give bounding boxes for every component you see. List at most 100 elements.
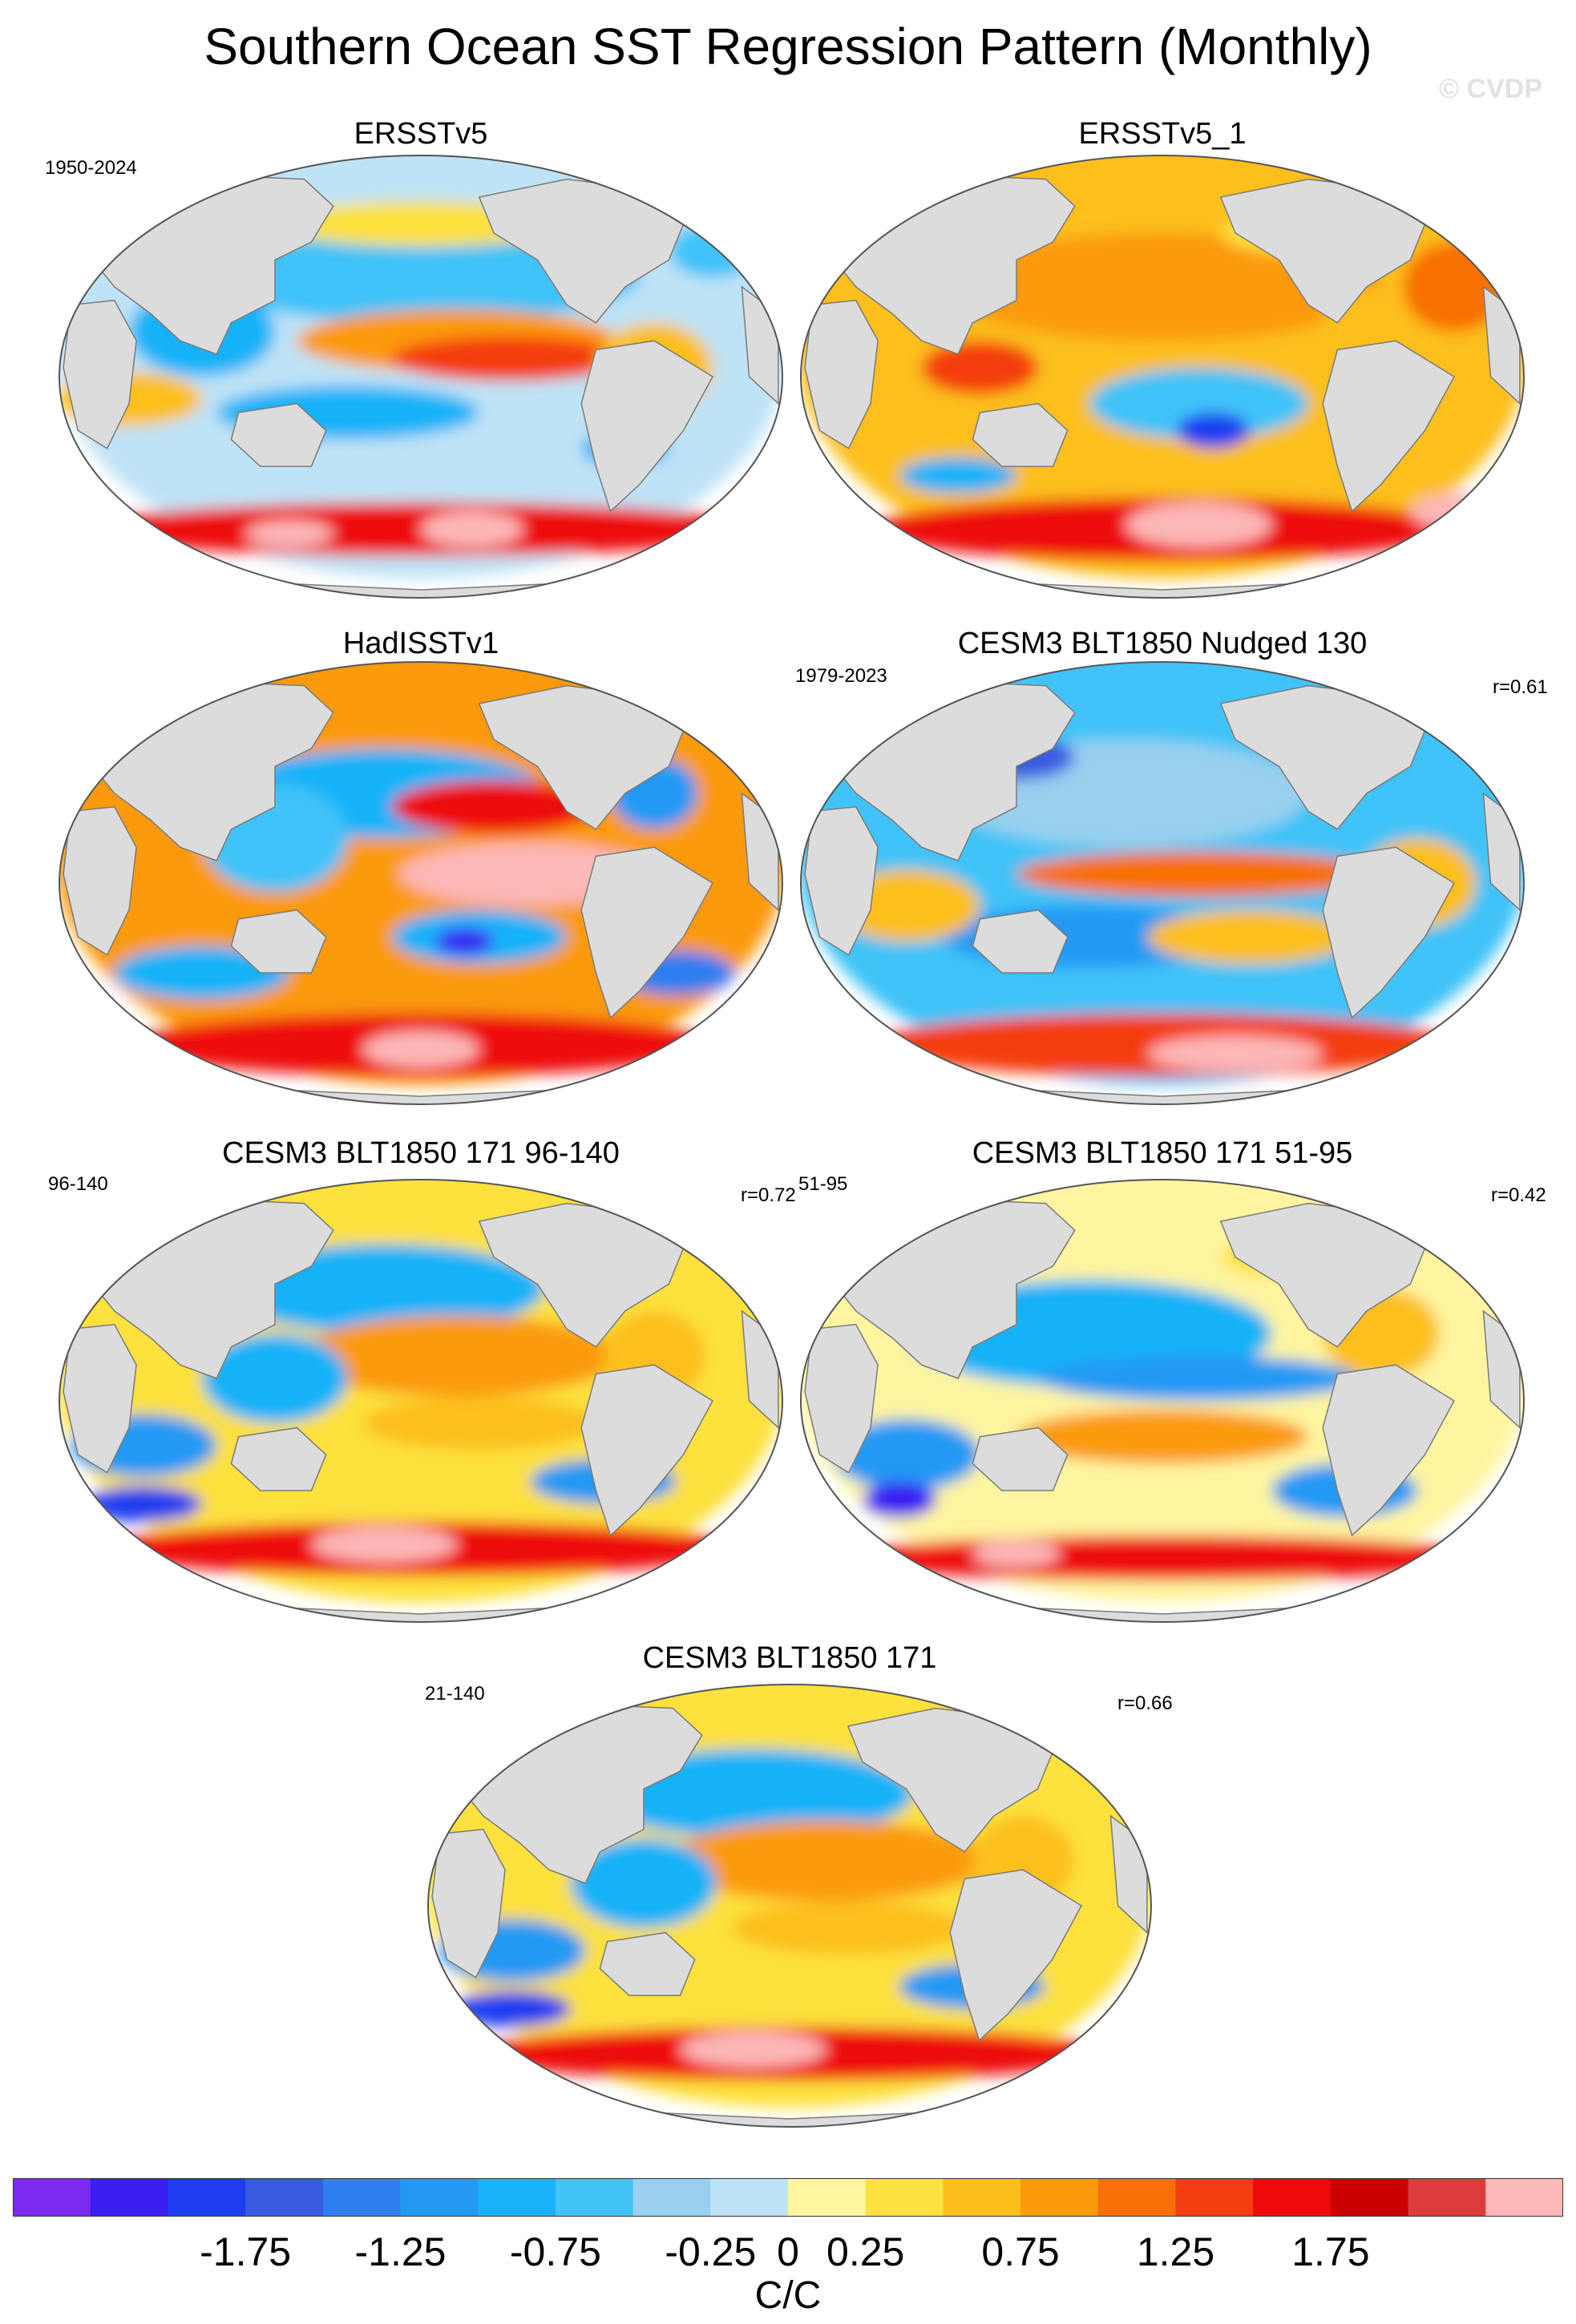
colorbar <box>13 2178 1563 2217</box>
sst-anomaly-region <box>435 928 494 955</box>
map-blt-51-95 <box>800 1179 1525 1623</box>
panel-period-blt-96-140: 96-140 <box>48 1173 108 1195</box>
panel-correlation-blt-96-140: r=0.72 <box>741 1184 796 1206</box>
colorbar-outline <box>13 2178 1563 2217</box>
colorbar-bin <box>943 2178 1021 2217</box>
colorbar-bin <box>1020 2178 1099 2217</box>
colorbar-bin <box>1408 2178 1486 2217</box>
colorbar-bin <box>555 2178 634 2217</box>
sst-anomaly-region <box>972 1539 1061 1567</box>
sst-anomaly-region <box>1177 412 1251 449</box>
land-africa <box>804 806 879 956</box>
colorbar-bin <box>90 2178 168 2217</box>
panel-period-ERSSTv5: 1950-2024 <box>45 157 137 179</box>
sst-anomaly-region <box>85 1486 202 1523</box>
colorbar-units: C/C <box>754 2274 822 2317</box>
map-HadISSTv1 <box>59 661 783 1105</box>
land-samerica <box>580 340 713 513</box>
land-greenland <box>1007 1689 1083 1732</box>
colorbar-tick-label: -1.25 <box>354 2229 447 2274</box>
colorbar-bin <box>1175 2178 1254 2217</box>
map-border <box>59 1179 783 1623</box>
map-border <box>427 1684 1152 2128</box>
land-greenland <box>1380 160 1456 203</box>
land-australia <box>230 909 327 974</box>
sst-anomaly-region <box>454 1991 571 2027</box>
watermark: © CVDP <box>1439 74 1542 104</box>
sst-anomaly-region <box>1089 367 1308 440</box>
land-africa <box>63 300 137 450</box>
sst-anomaly-region <box>899 457 1016 494</box>
colorbar-tick-label: 1.25 <box>1136 2229 1215 2274</box>
map-ERSSTv5 <box>59 155 783 599</box>
panel-title-blt-21-140: CESM3 BLT1850 171 <box>642 1641 937 1675</box>
sst-anomaly-region <box>1125 502 1272 547</box>
sst-anomaly-region <box>944 232 1381 341</box>
land-samerica <box>949 1869 1082 2042</box>
colorbar-bin <box>788 2178 867 2217</box>
panel-correlation-blt-21-140: r=0.66 <box>1117 1693 1173 1714</box>
land-australia <box>972 402 1069 467</box>
map-border <box>800 1179 1525 1623</box>
land-africa <box>63 806 137 956</box>
panel-title-nudged: CESM3 BLT1850 Nudged 130 <box>957 627 1368 660</box>
colorbar-tick-label: -0.25 <box>665 2229 757 2274</box>
land-samerica <box>1322 1364 1455 1537</box>
sst-anomaly-region <box>921 341 1039 395</box>
panel-correlation-blt-51-95: r=0.42 <box>1491 1184 1546 1206</box>
sst-anomaly-region <box>669 224 757 278</box>
map-border <box>59 661 783 1105</box>
sst-anomaly-region <box>297 1315 618 1397</box>
panel-period-blt-21-140: 21-140 <box>425 1683 485 1705</box>
colorbar-tick-label: 0.75 <box>981 2229 1060 2274</box>
land-africa <box>63 1324 137 1474</box>
land-africa <box>804 1324 879 1474</box>
colorbar-tick-label: 0 <box>777 2229 799 2274</box>
land-australia <box>972 1426 1069 1491</box>
land-greenland <box>638 1184 714 1227</box>
sst-anomaly-region <box>665 1820 987 1902</box>
land-greenland <box>638 667 714 709</box>
sst-anomaly-region <box>1038 1356 1360 1401</box>
land-greenland <box>1380 1184 1456 1227</box>
colorbar-bin <box>1485 2178 1563 2217</box>
sst-anomaly-region <box>391 336 625 381</box>
map-border <box>59 155 783 599</box>
sst-anomaly-region <box>202 1333 348 1423</box>
figure-title: Southern Ocean SST Regression Pattern (M… <box>204 18 1372 75</box>
panel-period-blt-51-95: 51-95 <box>798 1173 848 1195</box>
map-nudged <box>800 661 1525 1105</box>
land-africa <box>431 1829 506 1979</box>
colorbar-bin <box>865 2178 944 2217</box>
colorbar-bin <box>13 2178 91 2217</box>
map-blt-96-140 <box>59 1179 783 1623</box>
sst-anomaly-region <box>362 1396 596 1450</box>
sst-anomaly-region <box>1410 493 1498 530</box>
colorbar-tick-label: 0.25 <box>826 2229 905 2274</box>
panel-title-ERSSTv5: ERSSTv5 <box>354 117 488 151</box>
colorbar-tick-label: -0.75 <box>509 2229 601 2274</box>
sst-anomaly-region <box>421 511 523 547</box>
land-samerica <box>580 846 713 1019</box>
sst-anomaly-region <box>1016 851 1381 897</box>
panel-title-blt-51-95: CESM3 BLT1850 171 51-95 <box>972 1136 1353 1170</box>
sst-anomaly-region <box>391 780 596 834</box>
land-australia <box>972 909 1069 974</box>
panel-title-blt-96-140: CESM3 BLT1850 171 96-140 <box>222 1136 620 1170</box>
map-border <box>800 155 1525 599</box>
colorbar-bin <box>322 2178 401 2217</box>
land-samerica <box>1322 340 1455 513</box>
sst-anomaly-region <box>1147 1035 1323 1072</box>
sst-anomaly-region <box>1147 910 1352 964</box>
land-samerica <box>580 1364 713 1537</box>
sst-anomaly-region <box>85 502 757 556</box>
land-australia <box>230 1426 327 1491</box>
sst-anomaly-region <box>571 1838 717 1928</box>
colorbar-bin <box>478 2178 556 2217</box>
sst-anomaly-region <box>731 1901 965 1955</box>
sst-anomaly-region <box>863 1481 936 1518</box>
colorbar-bin <box>710 2178 789 2217</box>
colorbar-tick-label: 1.75 <box>1291 2229 1370 2274</box>
colorbar-bin <box>1253 2178 1332 2217</box>
colorbar-bin <box>245 2178 324 2217</box>
